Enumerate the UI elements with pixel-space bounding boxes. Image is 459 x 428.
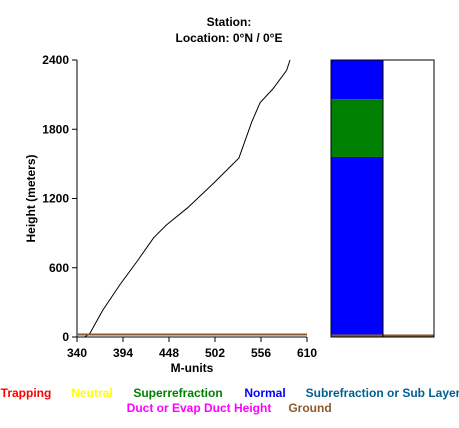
legend: Trapping Neutral Superrefraction Normal Subr…: [1, 386, 459, 415]
plot-area: 340 394 448 502 556 610 0 600 1200 1800 2400 M-unit…: [24, 53, 317, 375]
legend-item-duct-or-evap-duct-height: Duct or Evap Duct Height: [127, 401, 272, 415]
x-tick-label: 340: [67, 346, 87, 360]
refraction-segment-normal: [331, 156, 383, 335]
x-tick-label: 502: [205, 346, 225, 360]
x-tick-label: 610: [297, 346, 317, 360]
x-tick-label: 448: [159, 346, 179, 360]
refraction-segment-ground: [331, 334, 383, 337]
x-tick-label: 556: [251, 346, 271, 360]
legend-item-trapping: Trapping: [1, 386, 52, 400]
legend-item-neutral: Neutral: [71, 386, 112, 400]
legend-item-superrefraction: Superrefraction: [133, 386, 222, 400]
chart-title-station: Station:: [207, 15, 252, 29]
x-axis-label: M-units: [171, 361, 214, 375]
y-tick-label: 1800: [42, 122, 69, 136]
refraction-segment-normal: [331, 60, 383, 100]
y-tick-label: 0: [62, 330, 69, 344]
y-tick-label: 2400: [42, 53, 69, 67]
refraction-bar: [330, 59, 435, 338]
m-unit-profile-line: [84, 59, 291, 338]
y-tick-label: 600: [49, 261, 69, 275]
legend-item-subrefraction-or-sub-layer: Subrefraction or Sub Layer: [306, 386, 459, 400]
y-axis-label: Height (meters): [24, 154, 38, 242]
duct-segment-ground: [383, 334, 434, 337]
y-tick-label: 1200: [42, 192, 69, 206]
chart-title-location: Location: 0°N / 0°E: [176, 31, 283, 45]
legend-item-normal: Normal: [244, 386, 285, 400]
x-tick-label: 394: [113, 346, 133, 360]
refraction-segment-superrefraction: [331, 99, 383, 157]
legend-item-ground: Ground: [288, 401, 331, 415]
